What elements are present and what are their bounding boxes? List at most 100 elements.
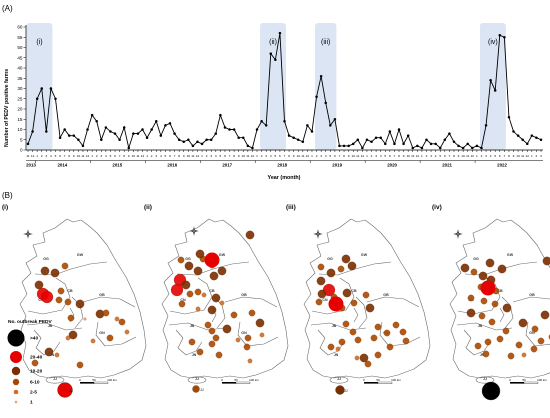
month-tick-label: 2: [151, 154, 153, 158]
month-tick-label: 12: [196, 154, 200, 158]
province-label: GW: [361, 253, 368, 257]
outbreak-marker: [392, 321, 400, 329]
scale-label: 100 km: [537, 378, 547, 382]
outbreak-marker: [474, 342, 482, 350]
data-point: [503, 36, 506, 39]
data-point: [530, 134, 534, 137]
province-label: JJ: [337, 377, 341, 381]
month-tick-label: 7: [503, 154, 505, 158]
data-point: [113, 132, 117, 135]
data-point: [338, 144, 341, 148]
month-tick-label: 4: [50, 154, 52, 158]
province-label: GN: [241, 331, 247, 335]
compass-icon: [313, 229, 323, 239]
series-layer: [26, 31, 543, 150]
month-tick-label: 6: [224, 154, 226, 158]
legend-label: 20-40: [30, 355, 43, 361]
outbreak-marker: [40, 290, 54, 304]
data-point: [260, 120, 263, 123]
maps: (i) GG GW CB CN GB JB GN JN JJ JJ 0 50 100 km (ii) GG GW…: [2, 204, 550, 401]
month-tick-label: 9: [458, 154, 460, 158]
data-point: [223, 126, 227, 129]
data-point: [301, 140, 305, 144]
data-point: [141, 128, 144, 131]
data-point: [480, 146, 483, 150]
data-point: [168, 122, 172, 125]
province-border: [224, 296, 278, 308]
compass-icon: [453, 229, 463, 239]
y-tick-label: 35: [17, 76, 23, 81]
province-label: GN: [529, 331, 535, 335]
data-point: [49, 87, 53, 90]
data-point: [434, 142, 437, 146]
legend-marker: [13, 389, 19, 395]
province-label: JB: [190, 324, 195, 328]
month-tick-label: 5: [110, 154, 112, 158]
data-point: [205, 138, 208, 141]
y-tick-label: 20: [17, 107, 23, 112]
outbreak-marker: [67, 314, 75, 322]
data-point: [516, 134, 520, 137]
province-label: GG: [473, 257, 479, 261]
data-point: [187, 138, 190, 141]
outbreak-marker: [354, 336, 362, 344]
map-label: (iii): [286, 204, 296, 211]
jeju-label: JJ: [200, 388, 204, 392]
month-tick-label: 7: [174, 154, 176, 158]
outbreak-marker: [195, 306, 201, 312]
data-point: [379, 136, 382, 139]
scale-label: 0: [221, 378, 223, 382]
month-tick-label: 4: [270, 154, 272, 158]
data-point: [315, 95, 318, 98]
data-point: [214, 132, 218, 135]
outbreak-marker: [317, 263, 325, 271]
month-tick-label: 11: [26, 154, 29, 158]
outbreak-marker: [485, 258, 495, 268]
outbreak-marker: [488, 318, 496, 326]
outbreak-marker: [195, 249, 205, 259]
month-tick-label: 5: [329, 154, 331, 158]
outbreak-marker: [114, 316, 120, 322]
month-tick-label: 8: [68, 154, 70, 158]
outbreak-marker: [386, 343, 394, 351]
month-tick-label: 7: [449, 154, 451, 158]
month-tick-label: 5: [55, 154, 57, 158]
month-tick-label: 2: [536, 154, 538, 158]
month-tick-label: 12: [86, 154, 90, 158]
data-point: [67, 134, 71, 137]
data-point: [466, 142, 469, 146]
jeju-outline: [187, 376, 207, 384]
data-point: [384, 142, 387, 146]
jeju-label: JJ: [69, 389, 73, 393]
outbreak-marker: [235, 337, 241, 343]
month-tick-label: 1: [366, 154, 368, 158]
legend-label: 1: [30, 400, 33, 406]
month-tick-label: 10: [461, 154, 465, 158]
data-point: [365, 138, 369, 141]
outbreak-marker: [515, 341, 523, 349]
month-tick-label: 2: [481, 154, 483, 158]
outbreak-marker: [315, 298, 323, 306]
province-label: JB: [478, 324, 483, 328]
data-point: [452, 140, 456, 144]
year-label: 2020: [387, 163, 397, 168]
province-label: GN: [99, 331, 105, 335]
province-border: [95, 321, 137, 347]
outbreak-marker: [530, 345, 538, 353]
data-point: [219, 113, 222, 117]
month-tick-label: 10: [187, 154, 191, 158]
outbreak-marker: [518, 318, 528, 328]
data-point: [283, 120, 286, 123]
month-tick-label: 4: [215, 154, 217, 158]
y-tick-label: 30: [17, 86, 23, 91]
data-point: [393, 142, 396, 146]
month-tick-label: 10: [516, 154, 520, 158]
province-label: GB: [99, 293, 105, 297]
data-point: [136, 132, 140, 135]
outbreak-marker: [68, 330, 78, 340]
outbreak-marker: [244, 334, 252, 342]
scale-label: 100 km: [107, 378, 117, 382]
outbreak-marker: [230, 311, 238, 319]
jeju-outline: [475, 376, 495, 384]
outbreak-marker: [327, 343, 335, 351]
